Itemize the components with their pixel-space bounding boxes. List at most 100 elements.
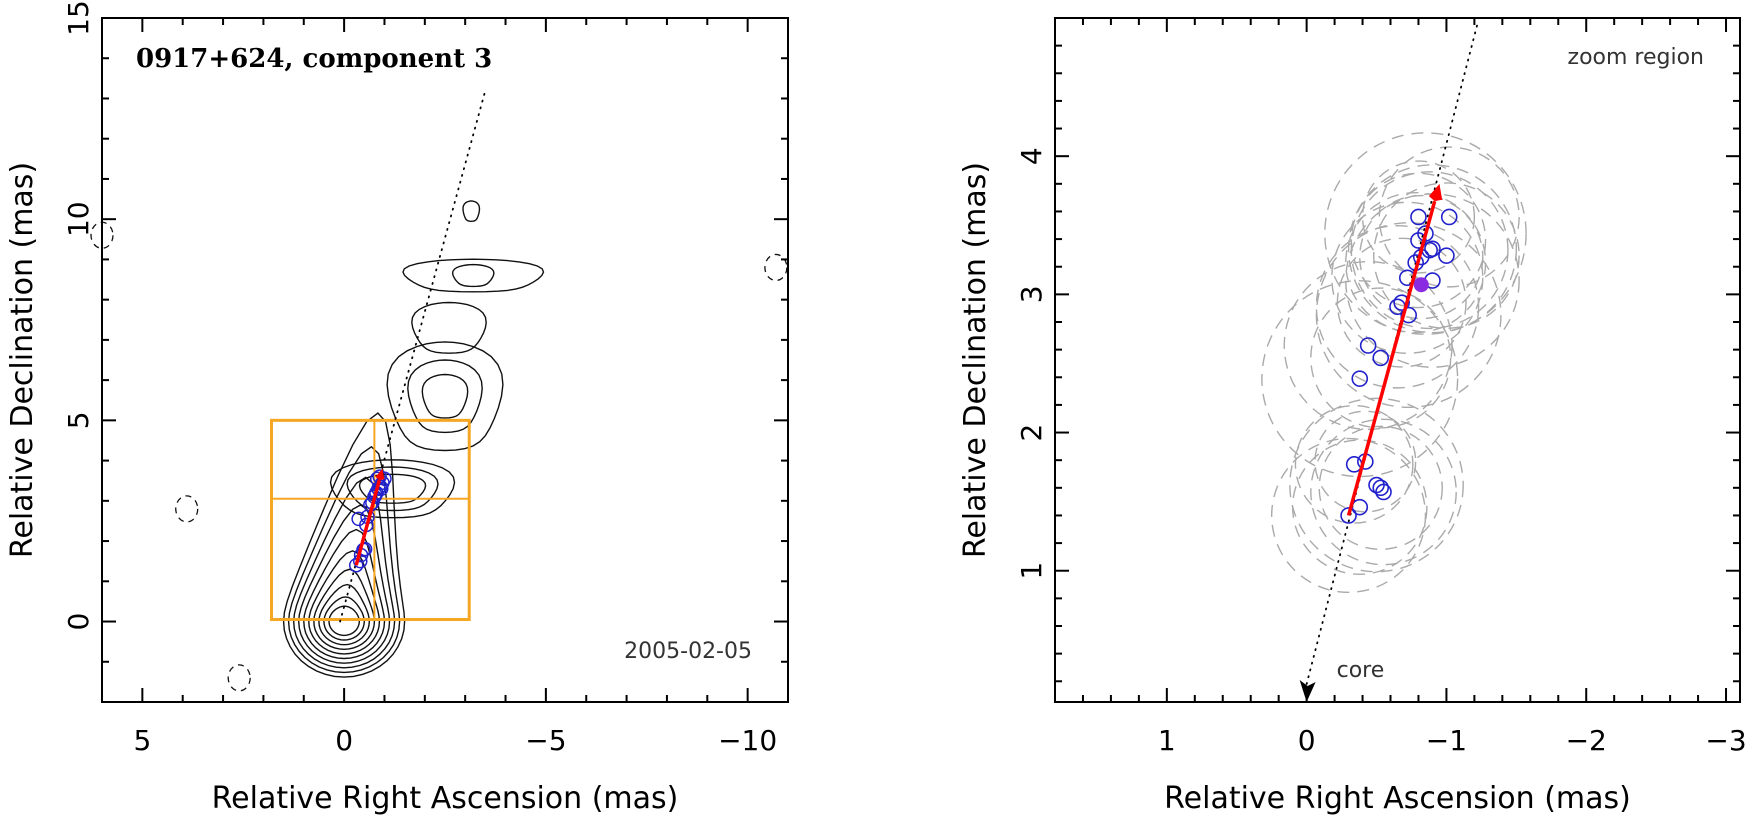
left-plot-frame	[101, 17, 789, 703]
y-tick-label: 5	[62, 411, 95, 429]
contour	[287, 445, 401, 674]
velocity-vector	[1346, 183, 1443, 516]
contour	[329, 459, 456, 519]
error-circle	[1314, 410, 1417, 513]
arrow-shaft	[1346, 200, 1437, 516]
contour	[411, 301, 487, 354]
contour	[297, 504, 391, 664]
x-tick-label: −3	[1705, 724, 1746, 757]
error-circle	[1336, 237, 1467, 368]
y-tick-label: 4	[1015, 147, 1048, 165]
dotted-line	[1305, 24, 1479, 685]
x-tick-label: −10	[718, 724, 777, 757]
data-point	[1351, 498, 1369, 516]
left-panel: 5 0 −5 −10 0 5 10 15 0917+624, component 3 2005…	[5, 0, 789, 816]
arrow-shaft	[354, 479, 381, 566]
x-tick-label: 0	[335, 724, 353, 757]
left-y-axis-label: Relative Declination (mas)	[5, 162, 40, 558]
error-circle	[1373, 182, 1520, 330]
contour	[402, 258, 545, 293]
y-tick-label: 3	[1015, 285, 1048, 303]
contour-map	[90, 200, 788, 692]
error-circle	[1324, 132, 1527, 335]
data-point	[1440, 208, 1458, 226]
velocity-vector	[354, 468, 385, 566]
chart-title: 0917+624, component 3	[136, 44, 492, 74]
data-point	[1372, 349, 1390, 367]
epoch-label: 2005-02-05	[624, 639, 752, 664]
right-panel: 1 0 −1 −2 −3 1 2 3 4 zoom region core Relative R…	[958, 17, 1747, 816]
error-circle	[1331, 201, 1484, 354]
y-tick-label: 15	[62, 0, 95, 36]
contour	[313, 568, 376, 651]
contour	[308, 550, 381, 655]
data-point	[373, 481, 389, 497]
contour	[462, 200, 481, 223]
y-tick-label: 10	[62, 201, 95, 237]
x-tick-label: −2	[1566, 724, 1607, 757]
data-point	[1340, 507, 1357, 524]
contour	[292, 476, 396, 669]
arrow-head	[375, 468, 385, 481]
data-point	[1410, 208, 1427, 226]
mean-position-point	[1413, 277, 1429, 293]
error-circles	[1261, 132, 1527, 594]
error-circle	[1310, 418, 1457, 566]
zoom-region-label: zoom region	[1568, 45, 1704, 70]
y-tick-label: 1	[1015, 562, 1048, 580]
data-point	[1400, 306, 1417, 324]
error-circle	[1315, 222, 1502, 409]
x-tick-label: 0	[1298, 724, 1316, 757]
data-point	[351, 511, 366, 527]
error-circle	[1294, 404, 1414, 524]
data-point	[1372, 479, 1390, 497]
right-axis-ticks: 1 0 −1 −2 −3 1 2 3 4	[1015, 17, 1747, 757]
x-tick-label: −5	[525, 724, 566, 757]
error-circle	[1378, 146, 1520, 288]
contour	[328, 605, 361, 637]
error-circle	[1283, 260, 1453, 431]
data-point	[1375, 483, 1392, 501]
contour	[451, 263, 495, 288]
error-circle	[1289, 397, 1464, 573]
data-point	[1424, 240, 1441, 258]
data-point	[1438, 247, 1455, 264]
left-x-axis-label: Relative Right Ascension (mas)	[212, 781, 679, 816]
error-circle	[1359, 194, 1484, 320]
negative-contour	[175, 495, 199, 523]
error-circle	[1347, 164, 1518, 334]
core-label: core	[1337, 658, 1385, 683]
error-circle	[1318, 425, 1443, 551]
error-circle	[1345, 193, 1520, 368]
contour	[421, 373, 469, 419]
contour	[386, 341, 504, 452]
error-circle	[1361, 160, 1476, 274]
x-tick-label: 1	[1158, 724, 1176, 757]
right-y-axis-label: Relative Declination (mas)	[958, 162, 993, 558]
right-x-axis-label: Relative Right Ascension (mas)	[1164, 781, 1631, 816]
error-circle	[1261, 280, 1459, 478]
x-tick-label: 5	[133, 724, 151, 757]
negative-contour	[227, 664, 251, 692]
data-point	[1351, 370, 1369, 387]
data-point	[1393, 294, 1410, 311]
error-circle	[1310, 287, 1452, 429]
error-circle	[1350, 172, 1487, 309]
contour	[407, 359, 483, 434]
contour	[318, 583, 371, 646]
contour	[323, 596, 366, 641]
negative-contour	[764, 253, 788, 282]
data-point	[1359, 337, 1377, 354]
y-tick-label: 2	[1015, 424, 1048, 442]
error-circle	[1315, 225, 1480, 389]
y-tick-label: 0	[62, 613, 95, 631]
left-axis-ticks: 5 0 −5 −10 0 5 10 15	[62, 0, 789, 757]
data-point	[357, 541, 373, 557]
error-circle	[1270, 437, 1427, 594]
right-plot-frame	[1054, 17, 1741, 703]
arrow-head	[1428, 183, 1443, 202]
error-circle	[1345, 191, 1487, 334]
zoom-rectangle	[269, 418, 471, 622]
